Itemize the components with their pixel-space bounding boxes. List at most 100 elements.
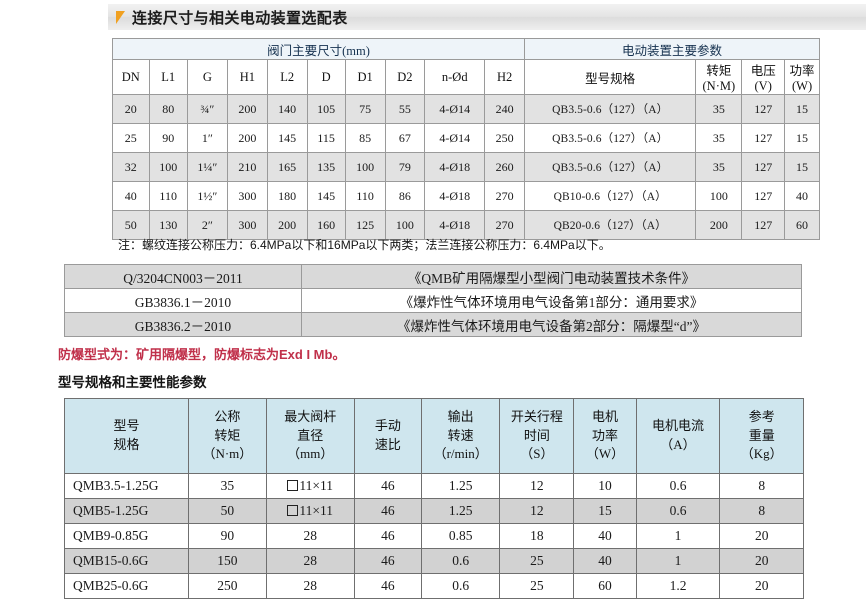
cell-model: QMB25-0.6G (64, 573, 189, 599)
spec-col-header-line: 参考 (748, 408, 775, 424)
spec-col-header-line: （mm） (287, 446, 334, 462)
col-header-l2: L2 (266, 59, 308, 95)
cell-model: QB20-0.6（127）（A） (523, 210, 697, 240)
cell-motor-current: 1.2 (635, 573, 721, 599)
standard-row: GB3836.1－2010 《爆炸性气体环境用电气设备第1部分：通用要求》 (64, 288, 802, 313)
cell-output-speed: 1.25 (421, 498, 501, 524)
cell-manual-ratio: 46 (353, 473, 423, 499)
cell-nominal-torque: 35 (187, 473, 267, 499)
page-title: 连接尺寸与相关电动装置选配表 (132, 9, 348, 27)
cell-reference-weight: 20 (719, 523, 804, 549)
spec-col-header-stroke-time: 开关行程 时间 （S） (499, 398, 575, 474)
cell-dn: 20 (112, 94, 150, 124)
spec-col-header-motor-power: 电机 功率 （W） (573, 398, 637, 474)
cell-max-stem-diameter: 11×11 (265, 498, 355, 524)
cell-motor-power: 15 (573, 498, 637, 524)
cell-voltage: 127 (741, 210, 786, 240)
table-row: QMB5-1.25G 50 11×11 46 1.25 12 15 0.6 8 (64, 498, 804, 524)
spec-col-header-line: （S） (520, 446, 554, 462)
cell-output-speed: 1.25 (421, 473, 501, 499)
cell-nominal-torque: 250 (187, 573, 267, 599)
col-header-h2: H2 (484, 59, 525, 95)
spec-col-header-line: 功率 (592, 427, 619, 443)
cell-stroke-time: 12 (499, 498, 575, 524)
standard-title: 《爆炸性气体环境用电气设备第2部分：隔爆型“d”》 (301, 312, 802, 337)
cell-d: 115 (306, 123, 346, 153)
spec-col-header-reference-weight: 参考 重量 （Kg） (719, 398, 804, 474)
cell-model: QB10-0.6（127）（A） (523, 181, 697, 211)
cell-l2: 180 (266, 181, 308, 211)
square-stem-icon (287, 480, 299, 491)
cell-dn: 40 (112, 181, 150, 211)
spec-col-header-line: 手动 (374, 418, 401, 434)
col-header-voltage-label: 电压 (750, 64, 776, 78)
spec-col-header-output-speed: 输出 转速 （r/min） (421, 398, 501, 474)
cell-g: ¾″ (186, 94, 228, 124)
col-header-dn: DN (112, 59, 150, 95)
cell-d: 160 (306, 210, 346, 240)
dimension-column-header-row: DN L1 G H1 L2 D D1 D2 n-Ød H2 型号规格 转矩 (N… (112, 59, 820, 95)
spec-col-header-line: 转矩 (214, 427, 241, 443)
cell-motor-current: 0.6 (635, 473, 721, 499)
standard-code: GB3836.1－2010 (64, 288, 302, 313)
spec-col-header-line: 重量 (748, 427, 775, 443)
cell-voltage: 127 (741, 181, 786, 211)
standard-code: GB3836.2－2010 (64, 312, 302, 337)
table-row: QMB3.5-1.25G 35 11×11 46 1.25 12 10 0.6 8 (64, 473, 804, 499)
cell-l1: 90 (148, 123, 188, 153)
cell-d1: 100 (344, 152, 386, 182)
cell-manual-ratio: 46 (353, 498, 423, 524)
col-header-voltage-unit: (V) (754, 79, 772, 93)
spec-col-header-manual-ratio: 手动 速比 (353, 398, 423, 474)
standards-table: Q/3204CN003－2011 《QMB矿用隔爆型小型阀门电动装置技术条件》 GB… (64, 264, 802, 337)
spec-col-header-motor-current: 电机电流 （A） (635, 398, 721, 474)
cell-h2: 260 (484, 152, 525, 182)
cell-h1: 200 (226, 94, 268, 124)
connection-dimension-table: 阀门主要尺寸(mm) 电动装置主要参数 DN L1 G H1 L2 D D1 D… (112, 38, 821, 240)
cell-motor-power: 60 (573, 573, 637, 599)
spec-section-heading: 型号规格和主要性能参数 (58, 375, 207, 390)
spec-col-header-line: 输出 (447, 408, 474, 424)
cell-reference-weight: 20 (719, 573, 804, 599)
cell-torque: 35 (695, 123, 743, 153)
spec-col-header-line: 转速 (447, 427, 474, 443)
dimension-table-head: 阀门主要尺寸(mm) 电动装置主要参数 DN L1 G H1 L2 D D1 D… (112, 38, 821, 95)
cell-nod: 4-Ø14 (424, 94, 486, 124)
cell-torque: 200 (695, 210, 743, 240)
cell-max-stem-diameter: 11×11 (265, 473, 355, 499)
cell-output-speed: 0.6 (421, 573, 501, 599)
cell-d2: 79 (384, 152, 426, 182)
spec-col-header-line: 开关行程 (510, 408, 563, 424)
cell-stroke-time: 25 (499, 573, 575, 599)
cell-dn: 50 (112, 210, 150, 240)
cell-stroke-time: 12 (499, 473, 575, 499)
col-header-l1: L1 (148, 59, 188, 95)
cell-power: 60 (784, 210, 820, 240)
cell-reference-weight: 8 (719, 498, 804, 524)
cell-h2: 270 (484, 210, 525, 240)
group-header-actuator-params: 电动装置主要参数 (523, 38, 821, 60)
group-header-valve-dimensions: 阀门主要尺寸(mm) (112, 38, 525, 60)
cell-d1: 110 (344, 181, 386, 211)
spec-col-header-line: 电机 (592, 408, 619, 424)
cell-manual-ratio: 46 (353, 548, 423, 574)
cell-d: 105 (306, 94, 346, 124)
spec-col-header-line: 直径 (297, 427, 324, 443)
cell-g: 1½″ (186, 181, 228, 211)
cell-d1: 85 (344, 123, 386, 153)
table-row: 25 90 1″ 200 145 115 85 67 4-Ø14 250 QB3.5-0.6（127… (112, 123, 820, 153)
standard-title: 《爆炸性气体环境用电气设备第1部分：通用要求》 (301, 288, 802, 313)
spec-header-row: 型号 规格 公称 转矩 （N·m） 最大阀杆 直径 （mm） 手动 速比 输出 转速 （r/min） 开关… (64, 398, 804, 474)
col-header-g: G (186, 59, 228, 95)
cell-max-stem-diameter: 28 (265, 548, 355, 574)
cell-motor-current: 1 (635, 523, 721, 549)
cell-h1: 200 (226, 123, 268, 153)
cell-max-stem-diameter: 28 (265, 523, 355, 549)
cell-reference-weight: 20 (719, 548, 804, 574)
col-header-power: 功率 (W) (784, 59, 820, 95)
cell-motor-current: 1 (635, 548, 721, 574)
cell-model: QB3.5-0.6（127）（A） (523, 152, 697, 182)
cell-motor-power: 40 (573, 523, 637, 549)
col-header-h1: H1 (226, 59, 268, 95)
cell-voltage: 127 (741, 94, 786, 124)
